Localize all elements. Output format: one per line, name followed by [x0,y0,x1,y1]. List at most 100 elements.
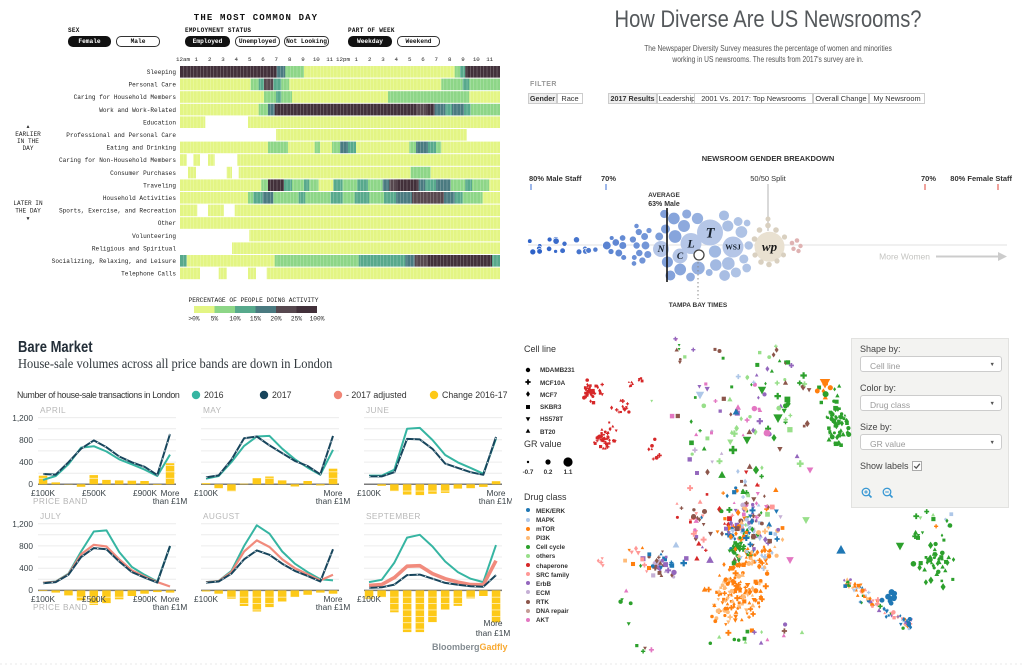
svg-text:80% Male Staff: 80% Male Staff [529,174,582,183]
svg-text:£100K: £100K [194,594,218,604]
svg-text:3: 3 [221,56,225,63]
svg-text:others: others [536,553,556,560]
svg-text:AVERAGE: AVERAGE [648,192,680,199]
svg-text:than £1M: than £1M [476,628,511,638]
svg-text:PI3K: PI3K [536,535,550,542]
svg-text:2016: 2016 [204,390,224,400]
svg-text:NEWSROOM GENDER BREAKDOWN: NEWSROOM GENDER BREAKDOWN [702,154,835,163]
svg-text:MAPK: MAPK [536,517,555,524]
svg-text:100%: 100% [310,316,325,323]
svg-text:AUGUST: AUGUST [203,511,240,521]
svg-text:Personal Care: Personal Care [128,82,176,89]
svg-text:7: 7 [435,56,439,63]
svg-text:ErbB: ErbB [536,581,551,588]
svg-text:50/50 Split: 50/50 Split [750,174,786,183]
svg-text:DNA repair: DNA repair [536,608,569,615]
svg-text:6: 6 [261,56,265,63]
svg-text:£900K: £900K [133,594,157,604]
svg-text:£100K: £100K [357,594,381,604]
svg-text:2017: 2017 [272,390,292,400]
svg-text:than £1M: than £1M [153,496,188,506]
svg-text:Telephone Calls: Telephone Calls [121,271,176,278]
svg-text:More: More [487,488,506,498]
svg-text:Change 2016-17: Change 2016-17 [442,390,508,400]
svg-text:Traveling: Traveling [143,182,176,189]
svg-text:70%: 70% [601,174,616,183]
svg-text:Volunteering: Volunteering [132,233,176,240]
svg-text:Professional and Personal Care: Professional and Personal Care [66,132,176,139]
svg-text:More: More [161,488,180,498]
svg-text:800: 800 [19,435,33,445]
svg-text:More Women: More Women [879,252,930,262]
svg-text:PRICE BAND: PRICE BAND [33,496,88,506]
svg-text:£500K: £500K [82,594,106,604]
svg-text:5: 5 [248,56,252,63]
svg-text:MDAMB231: MDAMB231 [540,367,575,374]
svg-text:Work and Work-Related: Work and Work-Related [99,107,176,114]
svg-text:Eating and Drinking: Eating and Drinking [107,145,177,152]
svg-text:800: 800 [19,541,33,551]
svg-text:63% Male: 63% Male [648,201,680,208]
svg-text:11: 11 [486,56,493,63]
svg-text:WSJ: WSJ [725,243,741,252]
svg-text:More: More [161,594,180,604]
svg-text:PERCENTAGE OF PEOPLE DOING ACT: PERCENTAGE OF PEOPLE DOING ACTIVITY [189,297,319,304]
svg-text:IN THE: IN THE [17,138,39,145]
svg-text:Other: Other [158,220,177,227]
svg-text:N: N [657,245,666,255]
svg-text:0.2: 0.2 [544,469,553,476]
svg-text:▼: ▼ [26,216,29,222]
svg-text:Caring for Household Members: Caring for Household Members [74,94,177,101]
svg-text:11: 11 [326,56,333,63]
svg-text:- 2017 adjusted: - 2017 adjusted [346,390,407,400]
svg-text:1,200: 1,200 [12,519,33,529]
svg-text:£100K: £100K [357,488,381,498]
svg-text:SRC family: SRC family [536,572,570,579]
svg-text:0: 0 [28,479,33,489]
svg-text:4: 4 [235,56,239,63]
svg-text:9: 9 [301,56,305,63]
svg-text:£500K: £500K [82,488,106,498]
svg-text:10: 10 [313,56,320,63]
svg-text:Caring for Non-Household Membe: Caring for Non-Household Members [59,157,176,164]
svg-text:chaperone: chaperone [536,563,568,570]
svg-text:BloombergGadfly: BloombergGadfly [432,642,508,652]
svg-text:5%: 5% [211,316,219,323]
svg-text:mTOR: mTOR [536,526,555,533]
svg-text:9: 9 [461,56,465,63]
svg-text:Sleeping: Sleeping [147,69,177,76]
svg-text:▲: ▲ [26,124,29,130]
svg-text:T: T [706,225,716,241]
svg-text:Number of house-sale transacti: Number of house-sale transactions in Lon… [17,390,180,400]
svg-text:EARLIER: EARLIER [15,131,41,138]
svg-text:MAY: MAY [203,405,222,415]
svg-text:80% Female Staff: 80% Female Staff [950,174,1012,183]
svg-text:£100K: £100K [31,594,55,604]
svg-text:2: 2 [368,56,372,63]
svg-text:6: 6 [421,56,425,63]
svg-text:Education: Education [143,119,176,126]
svg-text:than £1M: than £1M [316,496,351,506]
svg-text:RTK: RTK [536,599,549,606]
svg-text:wp: wp [762,239,778,254]
svg-text:400: 400 [19,563,33,573]
svg-text:25%: 25% [291,316,302,323]
svg-text:10: 10 [473,56,480,63]
svg-text:1: 1 [195,56,199,63]
svg-text:Household Activities: Household Activities [103,195,176,202]
svg-text:More: More [324,594,343,604]
svg-text:SKBR3: SKBR3 [540,404,562,411]
svg-text:HS578T: HS578T [540,416,563,423]
svg-text:12am: 12am [176,56,190,63]
svg-text:MEK/ERK: MEK/ERK [536,508,565,515]
svg-text:4: 4 [395,56,399,63]
svg-text:BT20: BT20 [540,429,556,436]
svg-text:GR value: GR value [524,439,562,449]
svg-text:>0%: >0% [188,316,199,323]
svg-text:£900K: £900K [133,488,157,498]
svg-text:£100K: £100K [194,488,218,498]
svg-text:70%: 70% [921,174,936,183]
svg-text:PRICE BAND: PRICE BAND [33,602,88,612]
svg-text:8: 8 [448,56,452,63]
svg-text:JUNE: JUNE [366,405,389,415]
